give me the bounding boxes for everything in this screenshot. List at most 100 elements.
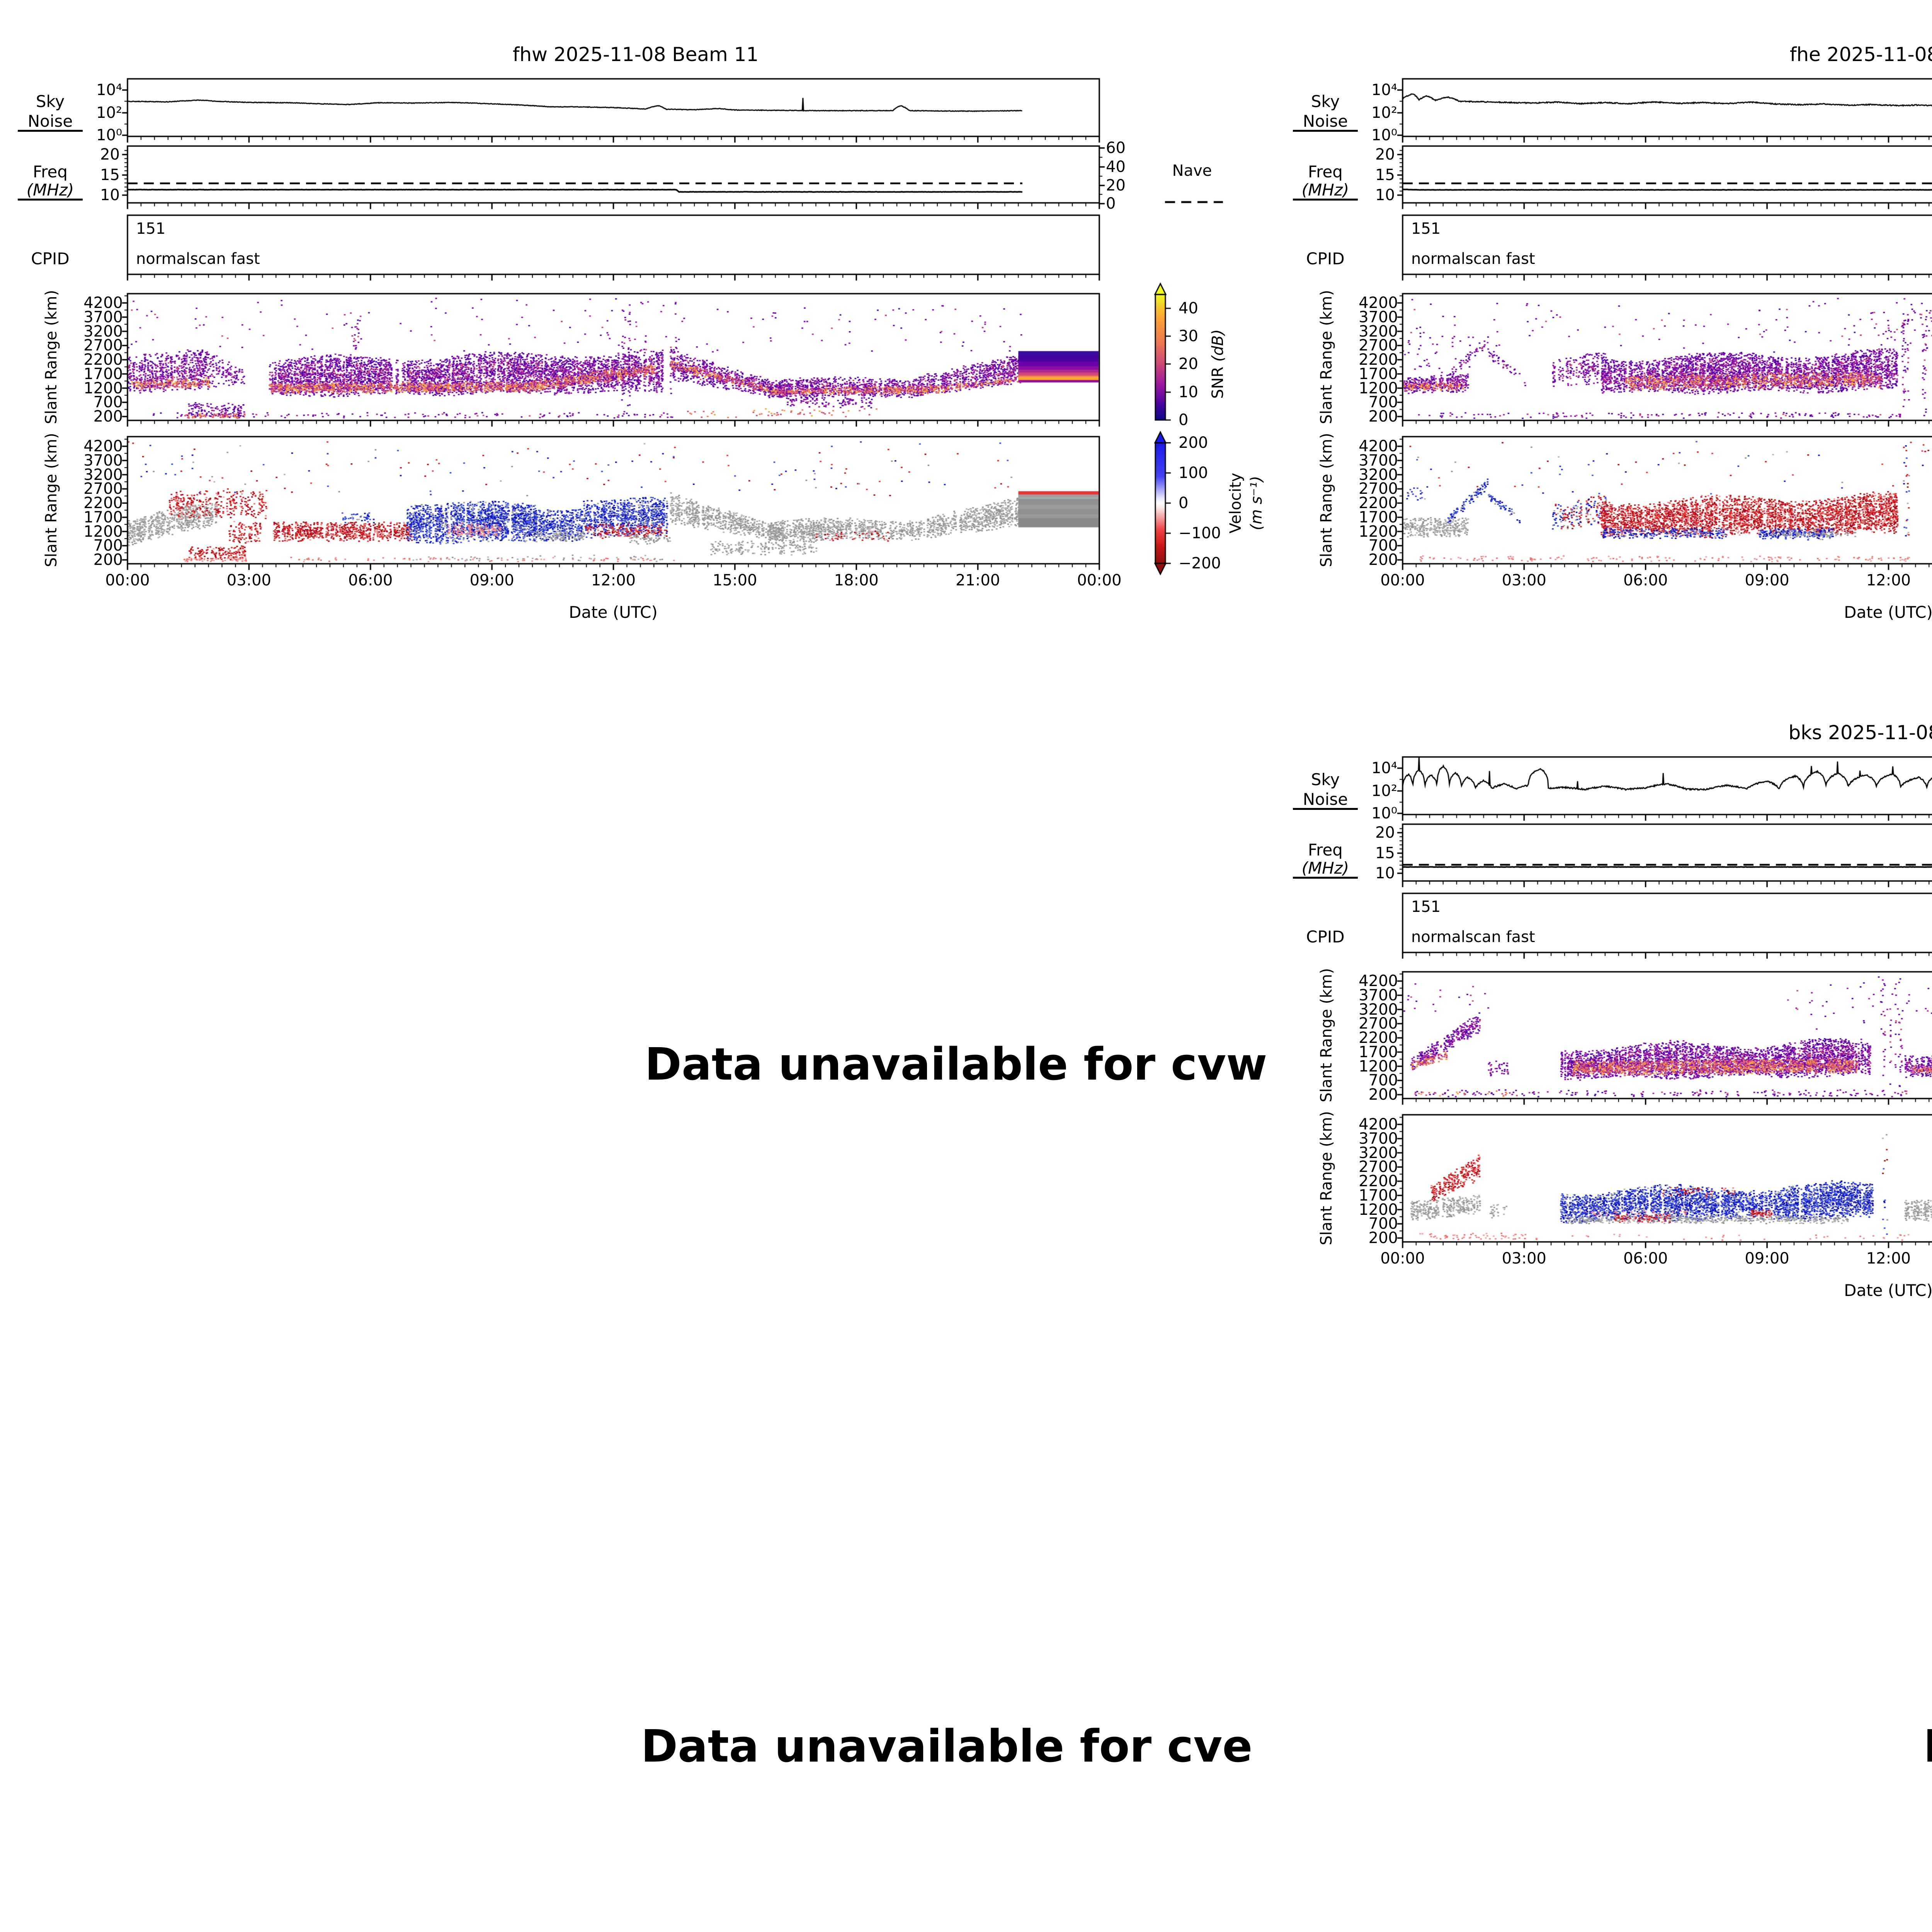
- snr-range-tick-label: 200: [1368, 408, 1398, 425]
- cpid-code: 151: [1411, 898, 1441, 916]
- snr-range-tick-label: 200: [93, 408, 123, 425]
- x-tick-label: 21:00: [955, 571, 1000, 589]
- snr-colorbar-tick-label: 20: [1179, 355, 1198, 373]
- x-tick-label: 03:00: [1502, 571, 1547, 589]
- x-tick-label: 06:00: [348, 571, 393, 589]
- vel-range-tick-label: 200: [1368, 551, 1398, 569]
- snr-range-tick-label: 3200: [1359, 1000, 1398, 1019]
- x-tick-label: 03:00: [226, 571, 272, 589]
- vel-range-axis-label: Slant Range (km): [1318, 433, 1335, 567]
- vel-range-tick-label: 2200: [1359, 1172, 1398, 1190]
- freq-tick-label: 15: [1375, 166, 1395, 184]
- cpid-code: 151: [136, 220, 166, 238]
- vel-colorbar-tick-label: 0: [1179, 494, 1189, 512]
- sky-tick-label: 10⁰: [1371, 126, 1397, 144]
- snr-range-tick-label: 1200: [83, 379, 123, 397]
- vel-range-tick-label: 1700: [1359, 508, 1398, 526]
- cpid-label: CPID: [1306, 249, 1345, 268]
- snr-colorbar-tick-label: 30: [1179, 327, 1198, 345]
- cpid-label: CPID: [1306, 927, 1345, 946]
- snr-range-axis-label: Slant Range (km): [1318, 968, 1335, 1102]
- snr-colorbar-tick-label: 0: [1179, 411, 1189, 429]
- cpid-code: 151: [1411, 220, 1441, 238]
- sky-noise-underline: [1293, 130, 1358, 132]
- vel-range-tick-label: 4200: [83, 437, 123, 455]
- snr-range-tick-label: 700: [1368, 1071, 1398, 1090]
- sky-noise-label-line1: Sky: [1311, 92, 1340, 111]
- snr-range-tick-label: 1200: [1359, 1057, 1398, 1075]
- snr-range-tick-label: 700: [93, 393, 123, 412]
- nave-legend-label: Nave: [1172, 162, 1212, 180]
- freq-label-line2: (MHz): [1301, 180, 1349, 199]
- snr-range-tick-label: 3200: [1359, 322, 1398, 340]
- vel-range-tick-label: 700: [1368, 1215, 1398, 1233]
- snr-range-tick-label: 3700: [1359, 308, 1398, 326]
- vel-range-tick-label: 1200: [83, 522, 123, 541]
- nave-tick-label: 40: [1106, 158, 1126, 176]
- vel-range-tick-label: 700: [93, 537, 123, 555]
- x-axis-label: Date (UTC): [1844, 603, 1932, 622]
- freq-tick-label: 20: [1375, 146, 1395, 163]
- radar-plot-fhw: fhw 2025-11-08 Beam 11 Sky Noise 10⁴ 10² 10⁰ F…: [0, 0, 1275, 657]
- snr-range-tick-label: 200: [1368, 1086, 1398, 1104]
- sky-tick-label: 10⁰: [1371, 804, 1397, 822]
- snr-range-tick-label: 3200: [83, 322, 123, 340]
- sky-tick-label: 10²: [1371, 782, 1397, 800]
- cpid-label: CPID: [31, 249, 70, 268]
- snr-range-tick-label: 4200: [1359, 972, 1398, 990]
- x-tick-label: 12:00: [1866, 1250, 1911, 1267]
- unavailable-text-cve: Data unavailable for cve: [641, 1721, 1253, 1772]
- vel-range-tick-label: 3700: [1359, 451, 1398, 469]
- vel-range-axis-label: Slant Range (km): [43, 433, 60, 567]
- freq-underline: [1293, 199, 1358, 201]
- snr-range-axis-label: Slant Range (km): [1318, 290, 1335, 424]
- snr-range-tick-label: 3700: [1359, 986, 1398, 1004]
- freq-label-line1: Freq: [1308, 162, 1343, 181]
- freq-tick-label: 15: [1375, 844, 1395, 862]
- vel-range-tick-label: 1200: [1359, 1201, 1398, 1219]
- freq-tick-label: 10: [100, 186, 120, 204]
- x-tick-label: 09:00: [1745, 571, 1789, 589]
- vel-colorbar-tick-label: −200: [1179, 554, 1221, 572]
- vel-range-tick-label: 3200: [1359, 466, 1398, 484]
- nave-tick-label: 20: [1106, 177, 1126, 194]
- x-tick-label: 00:00: [1077, 571, 1122, 589]
- snr-colorbar-tick-label: 40: [1179, 299, 1198, 317]
- snr-range-tick-label: 2700: [83, 337, 123, 355]
- fhe-plot-canvas: [1275, 0, 1932, 638]
- x-tick-label: 00:00: [1380, 571, 1425, 589]
- vel-range-tick-label: 3200: [1359, 1144, 1398, 1162]
- vel-colorbar-axis-label-line1: Velocity: [1227, 473, 1245, 534]
- unavailable-text-wal: Data unavailable for wal: [1923, 1721, 1932, 1772]
- freq-label-line1: Freq: [33, 162, 68, 181]
- snr-range-tick-label: 1700: [83, 365, 123, 383]
- vel-colorbar-axis-label-line2: (m s⁻¹): [1248, 476, 1265, 531]
- vel-range-tick-label: 2700: [83, 480, 123, 498]
- sky-tick-label: 10⁴: [1371, 81, 1397, 99]
- snr-range-tick-label: 1700: [1359, 1043, 1398, 1061]
- freq-underline: [1293, 877, 1358, 879]
- x-tick-label: 00:00: [1380, 1250, 1425, 1267]
- cpid-name: normalscan fast: [1411, 250, 1535, 268]
- sky-tick-label: 10⁰: [96, 126, 122, 144]
- unavailable-text-cvw: Data unavailable for cvw: [645, 1039, 1267, 1090]
- snr-range-tick-label: 2200: [83, 351, 123, 369]
- snr-range-tick-label: 2700: [1359, 1015, 1398, 1033]
- snr-range-tick-label: 2200: [1359, 351, 1398, 369]
- vel-colorbar-tick-label: 200: [1179, 434, 1208, 452]
- snr-range-tick-label: 700: [1368, 393, 1398, 412]
- vel-range-tick-label: 2700: [1359, 480, 1398, 498]
- sky-noise-label-line2: Noise: [27, 112, 73, 131]
- vel-range-tick-label: 2200: [1359, 494, 1398, 512]
- vel-range-tick-label: 200: [1368, 1229, 1398, 1247]
- vel-colorbar-tick-label: −100: [1179, 524, 1221, 542]
- sky-noise-underline: [18, 130, 83, 132]
- snr-colorbar-axis-label: SNR (dB): [1209, 329, 1227, 399]
- freq-underline: [18, 199, 83, 201]
- freq-tick-label: 20: [1375, 824, 1395, 842]
- plot-title: bks 2025-11-08 Beam 15: [1788, 721, 1932, 744]
- x-tick-label: 09:00: [1745, 1250, 1789, 1267]
- x-tick-label: 15:00: [713, 571, 757, 589]
